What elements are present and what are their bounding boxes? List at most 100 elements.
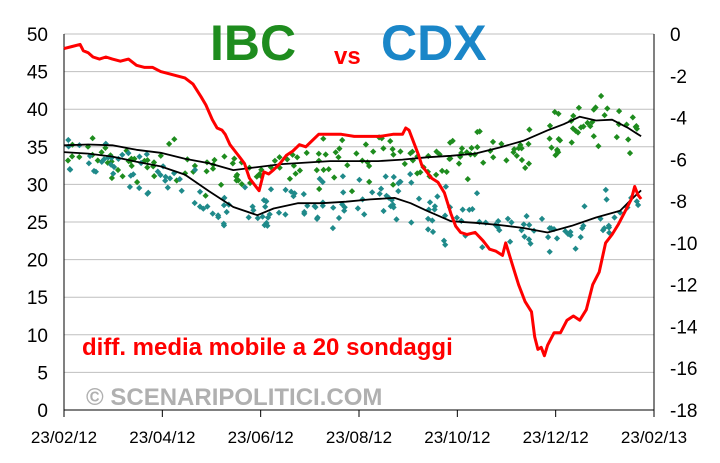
ibc-point <box>407 150 414 157</box>
cdx-point <box>312 204 319 211</box>
ibc-point <box>511 146 518 153</box>
cdx-point <box>538 215 546 222</box>
ibc-point <box>336 145 343 152</box>
cdx-point <box>263 198 270 205</box>
y-left-tick-labels: 0 5 10 15 20 25 30 35 40 45 50 <box>27 25 48 422</box>
ibc-point <box>294 154 301 161</box>
ibc-point <box>517 141 524 149</box>
ibc-point <box>436 151 443 158</box>
ibc-point <box>409 157 416 164</box>
x-tick-label-2: 23/06/12 <box>228 428 294 447</box>
y-left-tick-0: 0 <box>37 401 48 422</box>
cdx-point <box>164 184 171 191</box>
ibc-point <box>296 167 303 174</box>
cdx-point <box>191 199 198 207</box>
y-right-tick-0: 0 <box>670 25 681 46</box>
cdx-point <box>408 179 415 186</box>
cdx-point <box>191 166 199 173</box>
ibc-point <box>592 104 599 111</box>
ibc-point <box>218 181 225 188</box>
ibc-point <box>613 134 620 141</box>
x-tick-labels: 23/02/12 23/04/12 23/06/12 23/08/12 23/10/12… <box>31 428 687 447</box>
watermark: © SCENARIPOLITICI.COM <box>86 384 382 411</box>
ibc-point <box>397 148 404 155</box>
ibc-point <box>267 164 274 171</box>
ibc-point <box>234 171 241 178</box>
ibc-point <box>284 156 291 163</box>
cdx-point <box>429 217 436 224</box>
ibc-point <box>525 160 532 167</box>
ibc-point <box>575 104 582 111</box>
ibc-point <box>292 170 299 177</box>
cdx-point <box>145 189 152 196</box>
ibc-point <box>390 181 397 188</box>
ibc-point <box>447 155 454 162</box>
cdx-point <box>262 203 269 210</box>
ibc-point <box>433 148 440 155</box>
title-vs: vs <box>334 43 361 70</box>
cdx-point <box>354 205 361 212</box>
y-left-tick-5: 5 <box>37 363 48 384</box>
cdx-point <box>605 224 613 231</box>
ibc-point <box>590 133 597 140</box>
x-tick-label-6: 23/02/13 <box>621 428 687 447</box>
cdx-point <box>507 238 514 245</box>
ibc-point <box>315 157 322 164</box>
cdx-point <box>425 215 432 222</box>
cdx-point <box>603 196 610 203</box>
ibc-point <box>276 154 283 161</box>
cdx-point <box>633 198 640 205</box>
cdx-point <box>110 170 117 177</box>
cdx-point <box>476 218 483 225</box>
cdx-point <box>196 188 204 195</box>
ibc-point <box>604 105 611 112</box>
cdx-point <box>223 208 230 216</box>
cdx-point <box>361 211 368 218</box>
ibc-point <box>468 144 475 152</box>
ibc-point <box>503 157 510 164</box>
cdx-point <box>215 212 222 219</box>
cdx-point <box>282 186 289 193</box>
cdx-point <box>459 206 466 213</box>
cdx-point <box>143 151 150 158</box>
ibc-point <box>498 140 505 147</box>
ibc-point <box>551 108 558 116</box>
cdx-point <box>90 167 98 175</box>
cdx-point <box>562 228 569 235</box>
cdx-point <box>581 203 588 210</box>
ibc-point <box>303 149 310 156</box>
ibc-point <box>231 155 238 162</box>
ibc-point <box>114 166 122 174</box>
ibc-point <box>525 140 532 148</box>
ibc-point <box>590 106 597 113</box>
ibc-point <box>313 167 320 174</box>
ibc-point <box>589 118 596 126</box>
ibc-point <box>221 153 228 160</box>
cdx-point <box>261 222 268 229</box>
cdx-point <box>267 186 275 193</box>
ibc-point <box>580 123 587 130</box>
cdx-point <box>602 186 609 193</box>
ibc-point <box>387 138 394 145</box>
diff-line <box>63 42 643 358</box>
cdx-point <box>523 213 530 220</box>
cdx-point <box>442 183 449 190</box>
cdx-point <box>86 152 94 160</box>
cdx-point <box>520 221 527 228</box>
cdx-point <box>126 183 133 190</box>
title-cdx: CDX <box>381 15 487 71</box>
ibc-point <box>474 128 481 136</box>
title-ibc: IBC <box>210 15 296 71</box>
cdx-point <box>204 203 211 210</box>
ibc-point <box>490 154 497 161</box>
ibc-point <box>417 169 424 176</box>
ibc-point <box>209 165 217 172</box>
ibc-point <box>348 188 356 195</box>
cdx-point <box>601 225 608 232</box>
ibc-point <box>390 151 397 158</box>
cdx-point <box>546 225 553 232</box>
ibc-point <box>546 135 553 142</box>
cdx-point <box>496 227 503 234</box>
ibc-point <box>489 138 497 145</box>
cdx-point <box>300 191 307 198</box>
